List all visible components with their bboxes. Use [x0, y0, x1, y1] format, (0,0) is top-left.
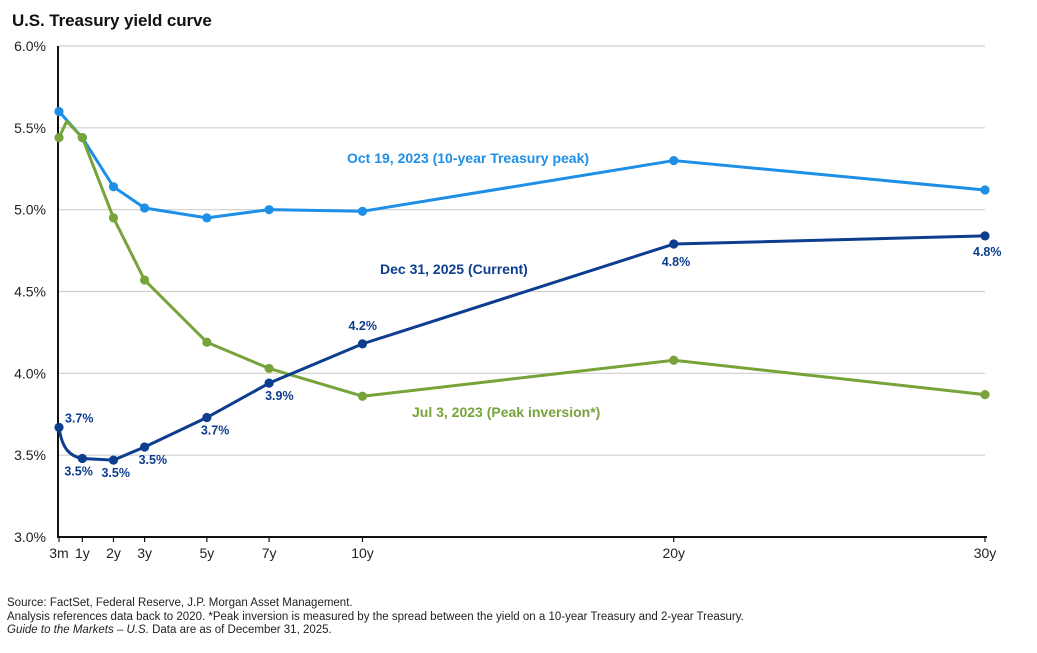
y-tick-label: 5.5% — [14, 120, 46, 136]
x-tick-label: 3y — [137, 545, 152, 561]
gridlines — [59, 45, 985, 456]
x-tick-label: 10y — [351, 545, 374, 561]
data-point — [669, 239, 679, 249]
data-label: 4.2% — [348, 319, 377, 333]
y-tick-label: 3.0% — [14, 529, 46, 545]
x-axis-ticks: 3m 1y 2y 3y 5y 7y 10y 20y 30y — [49, 537, 996, 561]
data-label: 3.7% — [201, 424, 230, 438]
data-point — [139, 442, 150, 452]
data-point — [202, 337, 212, 347]
data-point — [77, 133, 87, 143]
data-point — [669, 355, 679, 365]
data-label: 3.5% — [64, 464, 93, 478]
data-point — [54, 133, 64, 143]
data-point — [202, 213, 212, 223]
data-label: 3.7% — [65, 411, 94, 425]
data-point — [357, 391, 368, 401]
y-tick-label: 3.5% — [14, 447, 46, 463]
footnote-source: Source: FactSet, Federal Reserve, J.P. M… — [7, 597, 353, 609]
y-tick-label: 6.0% — [14, 38, 46, 54]
data-labels: 3.7% 3.5% 3.5% 3.5% 3.7% 3.9% 4.2% 4.8% 4.8% — [64, 245, 1001, 480]
series-annotations: Oct 19, 2023 (10-year Treasury peak) Dec… — [347, 150, 600, 420]
y-tick-label: 5.0% — [14, 202, 46, 218]
chart-title: U.S. Treasury yield curve — [12, 11, 212, 30]
data-label: 3.5% — [139, 453, 168, 467]
data-point — [54, 422, 64, 432]
data-point — [980, 231, 990, 241]
data-point — [108, 182, 119, 192]
data-label: 3.9% — [265, 389, 294, 403]
data-point — [357, 339, 368, 349]
data-point — [77, 453, 87, 464]
footnote-date: Data are as of December 31, 2025. — [148, 624, 332, 636]
data-point — [202, 412, 212, 423]
series-line — [57, 119, 987, 398]
y-tick-label: 4.0% — [14, 365, 46, 381]
axes — [57, 46, 987, 538]
data-label: 3.5% — [101, 466, 129, 480]
data-point — [54, 106, 64, 117]
data-point — [264, 363, 274, 374]
data-point — [139, 275, 150, 285]
data-point — [980, 185, 990, 195]
footnote-guide: Guide to the Markets – U.S. Data are as … — [7, 624, 744, 638]
x-tick-label: 3m — [49, 545, 68, 561]
data-label: 4.8% — [973, 245, 1002, 259]
annotation-oct-2023: Oct 19, 2023 (10-year Treasury peak) — [347, 150, 589, 166]
data-label: 4.8% — [662, 255, 691, 269]
x-tick-label: 1y — [75, 545, 90, 561]
data-point — [357, 206, 368, 216]
x-tick-label: 20y — [662, 545, 685, 561]
x-tick-label: 2y — [106, 545, 121, 561]
annotation-jul-2023: Jul 3, 2023 (Peak inversion*) — [412, 404, 600, 420]
x-tick-label: 5y — [199, 545, 214, 561]
x-tick-label: 30y — [974, 545, 997, 561]
footnote-analysis: Analysis references data back to 2020. *… — [7, 610, 744, 623]
y-tick-label: 4.5% — [14, 284, 46, 300]
y-axis-ticks: 3.0% 3.5% 4.0% 4.5% 5.0% 5.5% 6.0% — [14, 38, 46, 545]
data-point — [264, 205, 274, 215]
data-point — [980, 390, 990, 400]
data-point — [139, 203, 150, 213]
data-point — [264, 378, 274, 388]
annotation-dec-2025: Dec 31, 2025 (Current) — [380, 261, 528, 277]
footnote-guide-title: Guide to the Markets – U.S. — [7, 624, 149, 636]
data-point — [108, 213, 119, 223]
footnote: Source: FactSet, Federal Reserve, J.P. M… — [7, 597, 744, 638]
data-point — [669, 155, 679, 166]
data-point — [108, 455, 119, 465]
series-group — [54, 106, 990, 465]
x-tick-label: 7y — [262, 545, 277, 561]
